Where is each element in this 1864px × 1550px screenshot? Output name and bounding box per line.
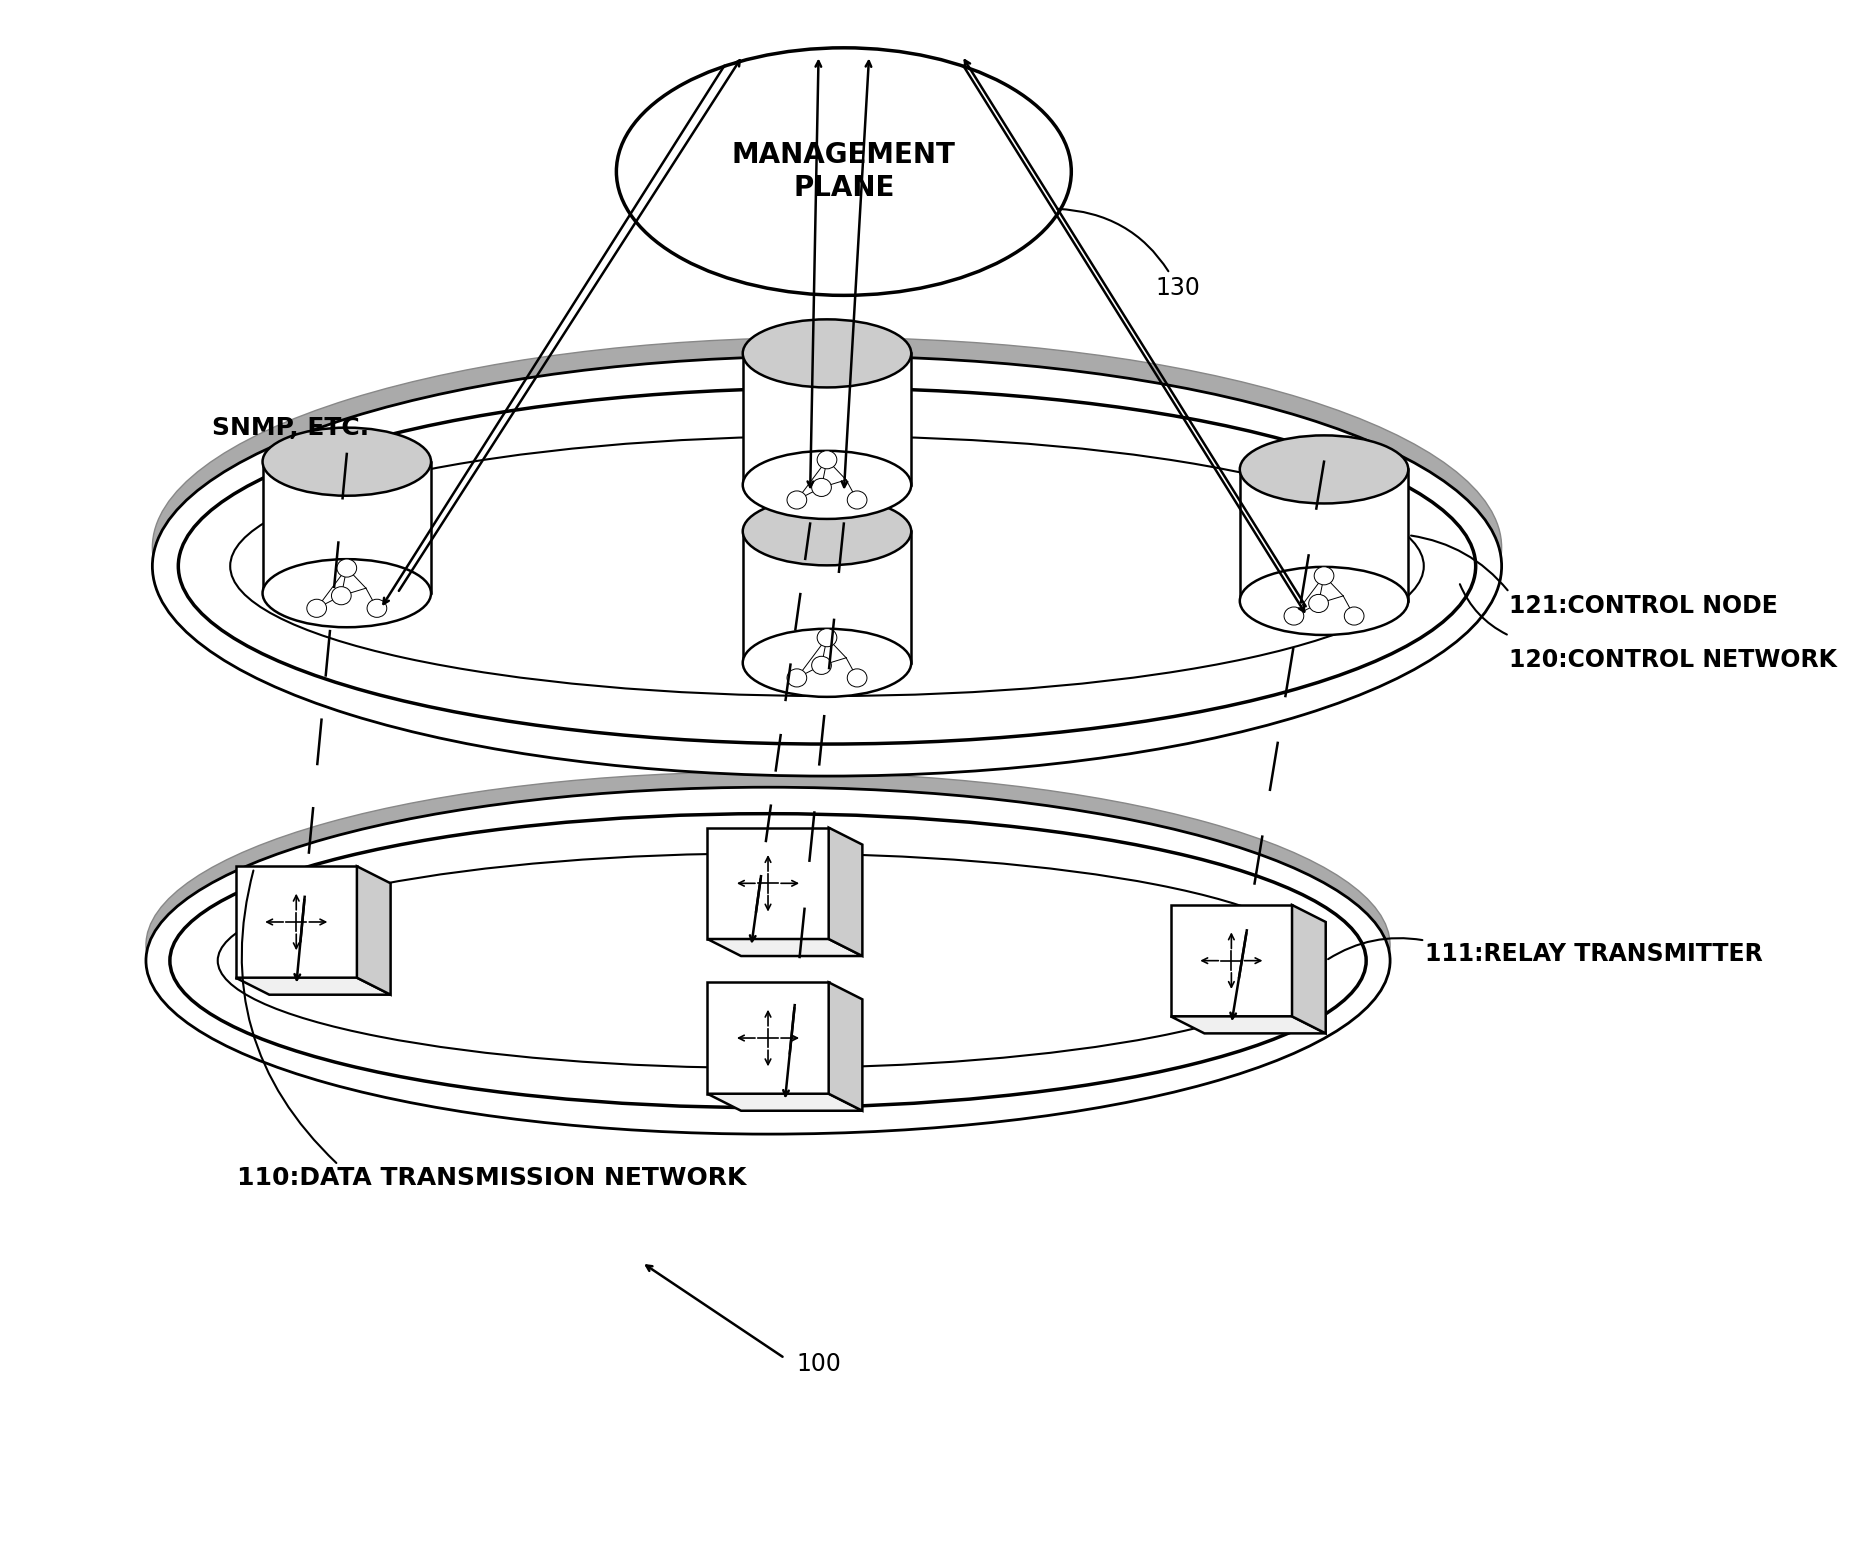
Ellipse shape: [145, 772, 1391, 1119]
Circle shape: [308, 600, 326, 617]
Text: SNMP, ETC.: SNMP, ETC.: [212, 415, 369, 440]
Text: 110:DATA TRANSMISSION NETWORK: 110:DATA TRANSMISSION NETWORK: [237, 1166, 747, 1190]
Circle shape: [848, 491, 867, 508]
Circle shape: [787, 491, 807, 508]
Polygon shape: [829, 828, 863, 956]
Ellipse shape: [1240, 436, 1409, 504]
Text: 100: 100: [796, 1352, 841, 1376]
Circle shape: [367, 600, 386, 617]
Circle shape: [337, 560, 356, 577]
Ellipse shape: [742, 451, 911, 519]
Ellipse shape: [218, 854, 1318, 1068]
Circle shape: [816, 629, 837, 646]
Circle shape: [816, 451, 837, 468]
Polygon shape: [742, 532, 911, 663]
Ellipse shape: [153, 338, 1502, 758]
Polygon shape: [356, 866, 391, 995]
Text: 130: 130: [1057, 209, 1200, 301]
Polygon shape: [263, 462, 431, 594]
Polygon shape: [706, 828, 829, 939]
Circle shape: [1284, 608, 1303, 625]
Ellipse shape: [1240, 567, 1409, 635]
Ellipse shape: [153, 356, 1502, 777]
Circle shape: [811, 479, 831, 496]
Ellipse shape: [263, 560, 431, 628]
Ellipse shape: [742, 319, 911, 388]
Polygon shape: [235, 866, 356, 978]
Polygon shape: [1240, 470, 1409, 601]
Circle shape: [848, 670, 867, 687]
Ellipse shape: [145, 787, 1391, 1135]
Polygon shape: [706, 983, 829, 1094]
Ellipse shape: [229, 436, 1424, 696]
Polygon shape: [235, 978, 391, 995]
Ellipse shape: [194, 825, 1342, 1066]
Ellipse shape: [205, 401, 1450, 693]
Ellipse shape: [263, 428, 431, 496]
Text: 120:CONTROL NETWORK: 120:CONTROL NETWORK: [1510, 648, 1838, 671]
Circle shape: [1314, 567, 1335, 584]
Circle shape: [787, 670, 807, 687]
Ellipse shape: [742, 629, 911, 698]
Polygon shape: [706, 939, 863, 956]
Text: MANAGEMENT
PLANE: MANAGEMENT PLANE: [733, 141, 956, 202]
Polygon shape: [1171, 905, 1292, 1017]
Ellipse shape: [742, 498, 911, 566]
Text: 111:RELAY TRANSMITTER: 111:RELAY TRANSMITTER: [1426, 942, 1763, 966]
Circle shape: [332, 586, 350, 604]
Polygon shape: [829, 983, 863, 1111]
Polygon shape: [1292, 905, 1325, 1034]
Circle shape: [1309, 594, 1329, 612]
Text: 121:CONTROL NODE: 121:CONTROL NODE: [1510, 594, 1778, 617]
Polygon shape: [742, 353, 911, 485]
Circle shape: [811, 656, 831, 674]
Polygon shape: [706, 1094, 863, 1111]
Polygon shape: [1171, 1017, 1325, 1034]
Ellipse shape: [617, 48, 1072, 296]
Circle shape: [1344, 608, 1364, 625]
